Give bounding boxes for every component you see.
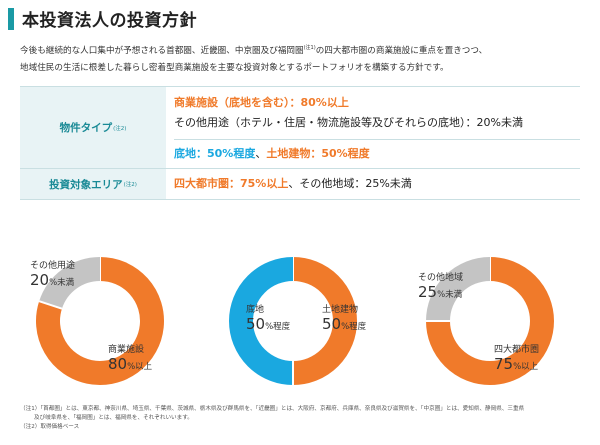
land-building-line: 底地：50%程度、土地建物：50%程度 (174, 144, 580, 164)
donut1-building-unit: %程度 (341, 322, 367, 332)
property-type-label-text: 物件タイプ (59, 122, 113, 134)
donut2-other-name: その他地域 (418, 273, 464, 283)
land-building-text: 土地建物：50%程度 (266, 147, 370, 160)
title-accent-bar (8, 7, 14, 30)
property-type-row: 物件タイプ (注2) 商業施設（底地を含む）：80%以上 その他用途（ホテル・住居… (20, 87, 580, 169)
donut2-metro-pct: 75 (494, 355, 514, 373)
property-type-label: 物件タイプ (注2) (20, 87, 166, 168)
donut0-other-unit: %未満 (49, 278, 75, 288)
land-sep: 、 (255, 147, 267, 160)
property-type-divider (174, 139, 580, 140)
donut1-building-pct: 50 (322, 315, 342, 333)
target-area-label: 投資対象エリア (注2) (20, 169, 166, 199)
land-text: 底地：50%程度 (174, 147, 256, 160)
footnotes: （注1）「首都圏」とは、東京都、神奈川県、埼玉県、千葉県、茨城県、栃木県及び群馬… (20, 405, 590, 432)
target-area-label-text: 投資対象エリア (49, 178, 123, 191)
target-area-row: 投資対象エリア (注2) 四大都市圏：75%以上、その他地域：25%未満 (20, 169, 580, 200)
donut1-land-unit: %程度 (265, 322, 291, 332)
donut2-label-other: その他地域 25%未満 (418, 270, 463, 301)
intro-text: 今後も継続的な人口集中が予想される首都圏、近畿圏、中京圏及び福岡圏(注1)の四大… (20, 40, 590, 77)
land-building-donut (229, 257, 357, 385)
donut0-slice-0 (36, 257, 164, 385)
property-type-donut (36, 257, 164, 385)
policy-table: 物件タイプ (注2) 商業施設（底地を含む）：80%以上 その他用途（ホテル・住居… (20, 86, 580, 200)
donut0-other-pct: 20 (30, 271, 50, 289)
area-line: 四大都市圏：75%以上、その他地域：25%未満 (174, 174, 580, 194)
footnote-1-cont: 及び岐阜県を、「福岡圏」とは、福岡県を、それぞれいいます。 (34, 415, 193, 421)
donut2-other-pct: 25 (418, 283, 438, 301)
footnote-1: （注1）「首都圏」とは、東京都、神奈川県、埼玉県、千葉県、茨城県、栃木県及び群馬… (20, 406, 525, 412)
donut0-slice-1 (39, 257, 101, 310)
intro-line1-b: の四大都市圏の商業施設に重点を置きつつ、 (315, 45, 488, 56)
footnote-2: （注2）取得価格ベース (20, 424, 80, 430)
donut0-commercial-pct: 80 (108, 355, 128, 373)
donut1-slice-0 (292, 257, 357, 385)
donut2-slice-1 (426, 257, 491, 322)
commercial-line: 商業施設（底地を含む）：80%以上 (174, 96, 349, 109)
donut1-slice-1 (229, 257, 294, 385)
donut2-metro-unit: %以上 (513, 362, 539, 372)
intro-note-ref: (注1) (303, 45, 316, 51)
intro-line2: 地域住民の生活に根差した暮らし密着型商業施設を主要な投資対象とするポートフォリオ… (20, 62, 449, 73)
donut2-metro-name: 四大都市圏 (494, 345, 540, 355)
four-metro-text: 四大都市圏：75%以上 (174, 177, 289, 190)
donut0-other-name: その他用途 (30, 261, 76, 271)
page-title: 本投資法人の投資方針 (22, 11, 197, 31)
donut0-label-commercial: 商業施設 80%以上 (108, 342, 152, 373)
property-type-note: (注2) (113, 125, 127, 132)
intro-line1-a: 今後も継続的な人口集中が予想される首都圏、近畿圏、中京圏及び福岡圏 (20, 45, 304, 56)
target-area-note: (注2) (123, 182, 137, 188)
donut0-label-other: その他用途 20%未満 (30, 258, 75, 289)
target-area-body: 四大都市圏：75%以上、その他地域：25%未満 (166, 169, 580, 199)
donut2-other-unit: %未満 (437, 290, 463, 300)
donut1-label-building: 土地建物 50%程度 (322, 302, 366, 333)
donut1-land-pct: 50 (246, 315, 266, 333)
donut2-label-metro: 四大都市圏 75%以上 (494, 342, 539, 373)
donut1-label-land: 底地 50%程度 (246, 302, 290, 333)
area-donut (426, 257, 554, 385)
donut0-commercial-name: 商業施設 (108, 345, 145, 355)
property-type-body: 商業施設（底地を含む）：80%以上 その他用途（ホテル・住居・物流施設等及びそれ… (166, 87, 580, 168)
donut0-commercial-unit: %以上 (127, 362, 153, 372)
donut-charts: その他用途 20%未満 商業施設 80%以上 底地 50%程度 土地建物 50%… (0, 248, 600, 398)
other-use-line: その他用途（ホテル・住居・物流施設等及びそれらの底地）：20%未満 (174, 116, 523, 129)
other-region-text: 、その他地域：25%未満 (288, 177, 412, 190)
page-title-wrap: 本投資法人の投資方針 (8, 6, 197, 31)
donut1-building-name: 土地建物 (322, 305, 359, 315)
donut2-slice-0 (426, 257, 554, 385)
donut1-land-name: 底地 (246, 305, 265, 315)
donut0-separator-1 (38, 300, 63, 310)
